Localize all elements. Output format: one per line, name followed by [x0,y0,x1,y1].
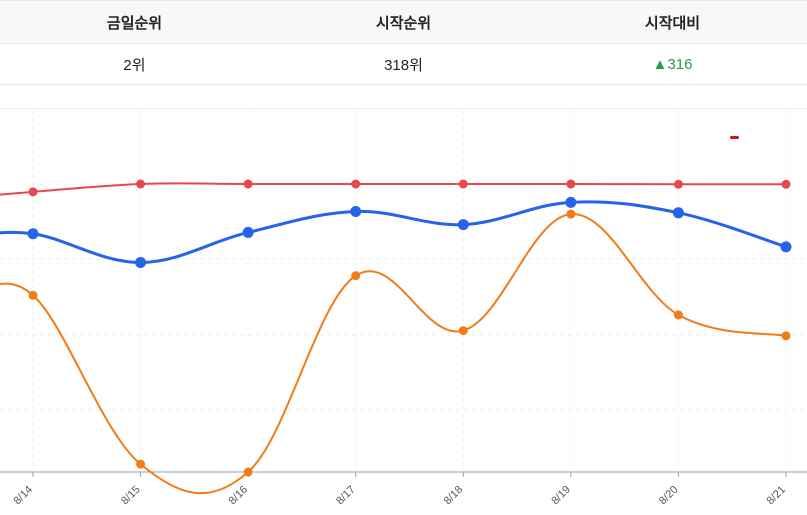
series-red-point [136,179,146,189]
header-today-rank: 금일순위 [0,0,269,44]
series-red-line [0,182,787,196]
series-blue-point [242,226,254,238]
series-blue-point [350,205,362,217]
rank-change-number: 316 [667,55,693,73]
summary-table: 금일순위 시작순위 시작대비 2위 318위 ▲316 [0,0,807,85]
series-red-point [458,179,468,189]
series-orange-point [458,326,468,336]
start-rank-value: 318위 [269,43,538,85]
series-orange-point [351,271,361,281]
series-blue-point [565,196,577,208]
chart-series [0,179,792,495]
series-orange-point [28,290,38,300]
series-red-point [351,179,361,189]
series-blue [0,196,792,269]
x-axis: 8/14 8/15 8/16 8/17 8/18 8/19 8/20 8/21 [0,471,807,508]
series-blue-line [0,200,787,265]
section-divider [0,108,807,109]
series-red-point [243,179,253,189]
x-tick-label: 8/20 [657,484,681,508]
header-change: 시작대비 [538,0,807,44]
x-tick-label: 8/17 [334,484,358,508]
summary-value-row: 2위 318위 ▲316 [0,43,807,85]
series-orange-point [673,310,683,320]
series-blue-point [27,228,39,240]
series-red-point [673,179,683,189]
series-red-point [566,179,576,189]
series-orange-point [566,209,576,219]
series-blue-point [672,207,684,219]
series-blue-point [135,257,147,269]
up-arrow-icon: ▲ [652,55,668,73]
rank-change-value: ▲316 [538,43,807,85]
legend-marker [730,136,739,139]
x-tick-label: 8/21 [764,484,788,508]
series-orange-line [0,213,787,495]
x-tick-label: 8/15 [119,484,143,508]
chart-legend [730,136,739,139]
x-tick-label: 8/18 [442,484,466,508]
x-tick-label: 8/14 [11,484,35,508]
series-blue-point [780,241,792,253]
x-tick-label: 8/16 [227,484,251,508]
series-orange-point [243,467,253,477]
series-orange-point [136,459,146,469]
series-blue-point [457,219,469,231]
series-orange-point [781,331,791,341]
series-red [0,179,791,197]
header-start-rank: 시작순위 [269,0,538,44]
series-orange [0,209,791,495]
today-rank-value: 2위 [0,43,269,85]
summary-header-row: 금일순위 시작순위 시작대비 [0,0,807,44]
series-red-point [28,187,38,197]
series-red-point [781,179,791,189]
x-tick-label: 8/19 [549,484,573,508]
